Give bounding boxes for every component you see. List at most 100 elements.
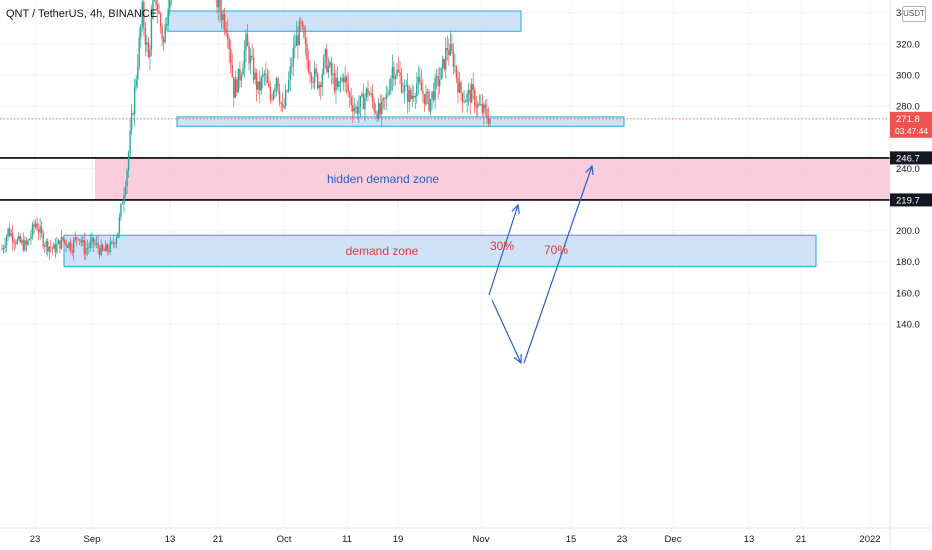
- candle-body: [461, 93, 464, 103]
- candle-body: [59, 240, 61, 249]
- svg-text:03:47:44: 03:47:44: [895, 126, 928, 136]
- candle-body: [117, 232, 119, 238]
- candle-body: [98, 248, 101, 256]
- candle-body: [156, 4, 159, 12]
- candle-body: [448, 50, 450, 56]
- candle-body: [239, 68, 241, 81]
- candle-body: [291, 66, 293, 68]
- x-axis[interactable]: 23 Sep 13 21 Oct 11 19 Nov 15 23 Dec 13 21 2022: [30, 534, 881, 545]
- candle-body: [274, 87, 276, 92]
- candle-body: [425, 92, 427, 105]
- candle-body: [130, 113, 133, 131]
- candle-body: [34, 223, 37, 227]
- candle-body: [33, 224, 35, 227]
- candle-body: [143, 1, 145, 29]
- candle-body: [240, 75, 243, 81]
- candle-body: [36, 223, 38, 230]
- candle-body: [382, 98, 384, 101]
- candle-body: [231, 64, 233, 78]
- candle-body: [114, 243, 116, 245]
- candle-body: [283, 106, 285, 108]
- candle-body: [410, 89, 412, 100]
- candle-body: [263, 73, 265, 75]
- candle-body: [135, 79, 137, 87]
- candle-body: [349, 92, 351, 97]
- candle-body: [391, 66, 394, 78]
- candle-body: [474, 89, 476, 107]
- candle-body: [152, 0, 154, 19]
- candle-body: [95, 242, 98, 244]
- candle-body: [438, 79, 441, 87]
- candle-body: [446, 48, 448, 51]
- candle-body: [309, 71, 311, 75]
- candle-body: [129, 130, 131, 153]
- currency-badge[interactable]: USDT: [902, 6, 926, 22]
- projection-arrow[interactable]: [491, 299, 522, 364]
- y-axis[interactable]: 460.0440.0420.0400.0380.0360.0340.0320.0…: [896, 0, 920, 331]
- x-tick-label: 21: [796, 534, 807, 545]
- candle-body: [88, 247, 90, 249]
- candle-body: [31, 224, 34, 236]
- candle-body: [265, 73, 267, 76]
- candle-body: [233, 77, 235, 98]
- candle-body: [11, 233, 14, 243]
- projection-arrows[interactable]: [488, 164, 594, 365]
- candle-body: [149, 49, 151, 57]
- demand-zone[interactable]: [63, 234, 817, 268]
- candle-body: [300, 21, 302, 23]
- candle-body: [162, 38, 165, 43]
- x-tick-label: 19: [393, 534, 404, 545]
- candle-body: [399, 71, 401, 77]
- candle-body: [432, 91, 435, 101]
- candle-body: [350, 96, 352, 106]
- candle-body: [37, 229, 40, 233]
- candle-body: [10, 233, 12, 237]
- candle-body: [362, 93, 365, 110]
- candle-body: [268, 82, 270, 87]
- candle-body: [330, 62, 333, 75]
- candle-body: [216, 0, 218, 8]
- candle-body: [326, 49, 328, 73]
- candle-body: [140, 26, 142, 38]
- candle-body: [111, 241, 113, 243]
- candle-body: [426, 91, 429, 93]
- candle-body: [393, 66, 395, 80]
- candle-body: [417, 76, 420, 84]
- candle-body: [361, 93, 363, 97]
- hidden-demand-zone-label: hidden demand zone: [327, 172, 439, 186]
- hidden-demand-zone[interactable]: [95, 157, 890, 200]
- candle-body: [339, 81, 342, 82]
- candle-body: [66, 245, 69, 248]
- candle-body: [228, 39, 230, 50]
- projection-arrow[interactable]: [523, 165, 593, 364]
- candle-body: [272, 91, 275, 100]
- y-tick-label: 320.0: [896, 39, 920, 50]
- candle-body: [133, 86, 136, 114]
- candle-body: [400, 76, 403, 93]
- x-tick-label: 11: [342, 534, 352, 545]
- chart-title: QNT / TetherUS, 4h, BINANCE: [6, 8, 158, 20]
- candle-body: [74, 237, 76, 240]
- candle-body: [457, 77, 459, 93]
- candle-body: [21, 240, 23, 243]
- candle-body: [249, 55, 252, 64]
- candle-body: [8, 228, 11, 237]
- candle-body: [237, 68, 240, 93]
- candle-body: [146, 42, 148, 45]
- candle-body: [260, 77, 262, 91]
- candle-body: [463, 101, 465, 103]
- candle-body: [4, 245, 6, 248]
- candle-body: [39, 226, 41, 233]
- candle-body: [22, 240, 25, 251]
- candle-body: [445, 48, 447, 70]
- projection-arrow[interactable]: [488, 204, 519, 296]
- candle-body: [19, 235, 21, 243]
- candle-body: [335, 77, 337, 91]
- candle-body: [307, 59, 310, 72]
- candle-body: [269, 86, 272, 99]
- candles: [1, 0, 491, 261]
- x-tick-label: Dec: [665, 534, 682, 545]
- candle-body: [42, 232, 44, 247]
- support-zone[interactable]: [176, 116, 625, 127]
